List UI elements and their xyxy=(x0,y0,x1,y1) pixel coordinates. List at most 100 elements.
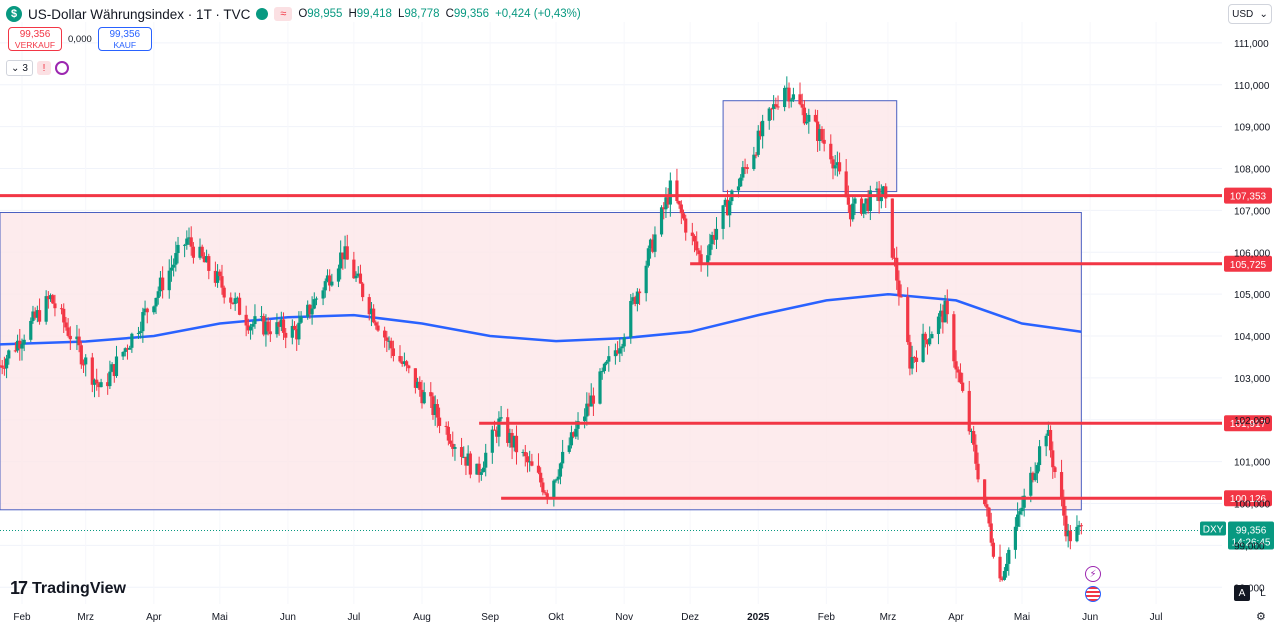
candle-body xyxy=(881,186,886,197)
candle-body xyxy=(1007,549,1011,564)
candle-body xyxy=(952,314,956,362)
candle-body xyxy=(684,218,688,233)
candle-body xyxy=(1037,446,1042,466)
candle-body xyxy=(387,340,391,342)
alert-icon[interactable]: ! xyxy=(36,61,51,75)
log-scale-button[interactable]: L xyxy=(1260,587,1266,599)
level-label-bg xyxy=(1224,415,1272,432)
candle-body xyxy=(941,310,945,323)
sell-button[interactable]: 99,356 VERKAUF xyxy=(8,27,62,51)
candle-body xyxy=(631,297,635,301)
y-tick-label: 104,000 xyxy=(1234,332,1271,343)
candle-body xyxy=(385,337,389,341)
y-tick-label: 106,000 xyxy=(1234,248,1271,259)
candle-body xyxy=(1079,525,1083,527)
candle-body xyxy=(429,392,433,397)
close-label: C xyxy=(445,8,454,20)
x-tick-label: Dez xyxy=(681,612,699,623)
candle-body xyxy=(352,259,356,279)
candle-body xyxy=(215,271,220,283)
candle-body xyxy=(1002,571,1007,580)
candle-body xyxy=(556,476,560,480)
candle-body xyxy=(279,319,283,327)
refresh-icon[interactable] xyxy=(54,61,69,75)
candle-body xyxy=(167,270,171,291)
candle-body xyxy=(928,338,932,345)
candle-body xyxy=(108,371,112,387)
candle-body xyxy=(451,443,455,449)
candle-body xyxy=(644,265,648,294)
candle-body xyxy=(259,316,264,318)
chevron-down-icon: ⌄ xyxy=(11,62,20,74)
candle-body xyxy=(998,556,1002,579)
candle-body xyxy=(141,312,145,332)
y-tick-label: 102,000 xyxy=(1234,416,1271,427)
candle-body xyxy=(295,329,299,340)
candle-body xyxy=(1018,511,1022,515)
candle-body xyxy=(413,368,417,388)
candle-body xyxy=(974,444,978,464)
candle-body xyxy=(820,129,824,140)
market-status-icon[interactable] xyxy=(256,8,269,20)
currency-selector[interactable]: USD ⌄ xyxy=(1228,4,1272,24)
lightning-event-icon[interactable]: ⚡ xyxy=(1085,566,1101,582)
candle-body xyxy=(446,426,450,441)
gear-icon[interactable]: ⚙ xyxy=(1256,611,1266,623)
candle-body xyxy=(229,297,233,303)
candle-body xyxy=(341,252,345,260)
candle-body xyxy=(176,244,180,254)
candle-body xyxy=(1016,514,1020,527)
candle-body xyxy=(402,361,407,364)
us-flag-event-icon[interactable] xyxy=(1085,586,1101,602)
candle-body xyxy=(492,429,497,431)
level-label: 100,126 xyxy=(1230,494,1267,505)
candle-body xyxy=(437,417,442,426)
candle-body xyxy=(37,310,42,322)
candle-body xyxy=(290,325,294,338)
candle-body xyxy=(336,268,341,282)
candle-body xyxy=(345,246,349,260)
candle-body xyxy=(692,235,697,242)
candle-body xyxy=(292,325,297,330)
candle-body xyxy=(207,256,211,271)
candle-body xyxy=(0,365,4,368)
y-tick-label: 99,000 xyxy=(1234,541,1265,552)
candle-body xyxy=(859,198,864,214)
candle-body xyxy=(383,330,387,338)
candle-body xyxy=(802,107,807,124)
currency-label: USD xyxy=(1232,8,1254,20)
y-tick-label: 105,000 xyxy=(1234,290,1271,301)
candle-body xyxy=(991,542,996,557)
candle-body xyxy=(615,350,620,354)
candle-body xyxy=(310,308,314,315)
candle-body xyxy=(481,467,486,473)
candle-body xyxy=(1068,530,1072,542)
x-tick-label: Feb xyxy=(13,612,31,623)
candle-body xyxy=(890,198,894,258)
candle-body xyxy=(369,308,374,315)
level-label: 101,917 xyxy=(1230,419,1267,430)
high-label: H xyxy=(348,8,357,20)
buy-button[interactable]: 99,356 KAUF xyxy=(97,27,152,51)
candle-body xyxy=(758,130,763,137)
candle-body xyxy=(484,452,488,468)
candle-body xyxy=(312,299,316,309)
compare-icon[interactable]: ≈ xyxy=(274,7,293,21)
candle-body xyxy=(20,344,24,349)
auto-scale-button[interactable]: A xyxy=(1234,585,1250,601)
candle-body xyxy=(864,198,868,204)
candle-body xyxy=(875,188,879,191)
symbol-title[interactable]: US-Dollar Währungsindex · 1T · TVC xyxy=(28,6,251,22)
candle-body xyxy=(139,331,143,333)
y-tick-label: 100,000 xyxy=(1234,500,1271,511)
candle-body xyxy=(851,203,855,220)
buy-price: 99,356 xyxy=(109,29,141,40)
indicators-toggle[interactable]: ⌄ 3 xyxy=(6,60,33,76)
candle-body xyxy=(297,322,301,340)
tradingview-logo[interactable]: 17 TradingView xyxy=(10,578,126,599)
candle-body xyxy=(464,456,468,466)
candle-body xyxy=(356,273,360,276)
candle-body xyxy=(62,308,66,323)
candle-body xyxy=(752,154,756,170)
